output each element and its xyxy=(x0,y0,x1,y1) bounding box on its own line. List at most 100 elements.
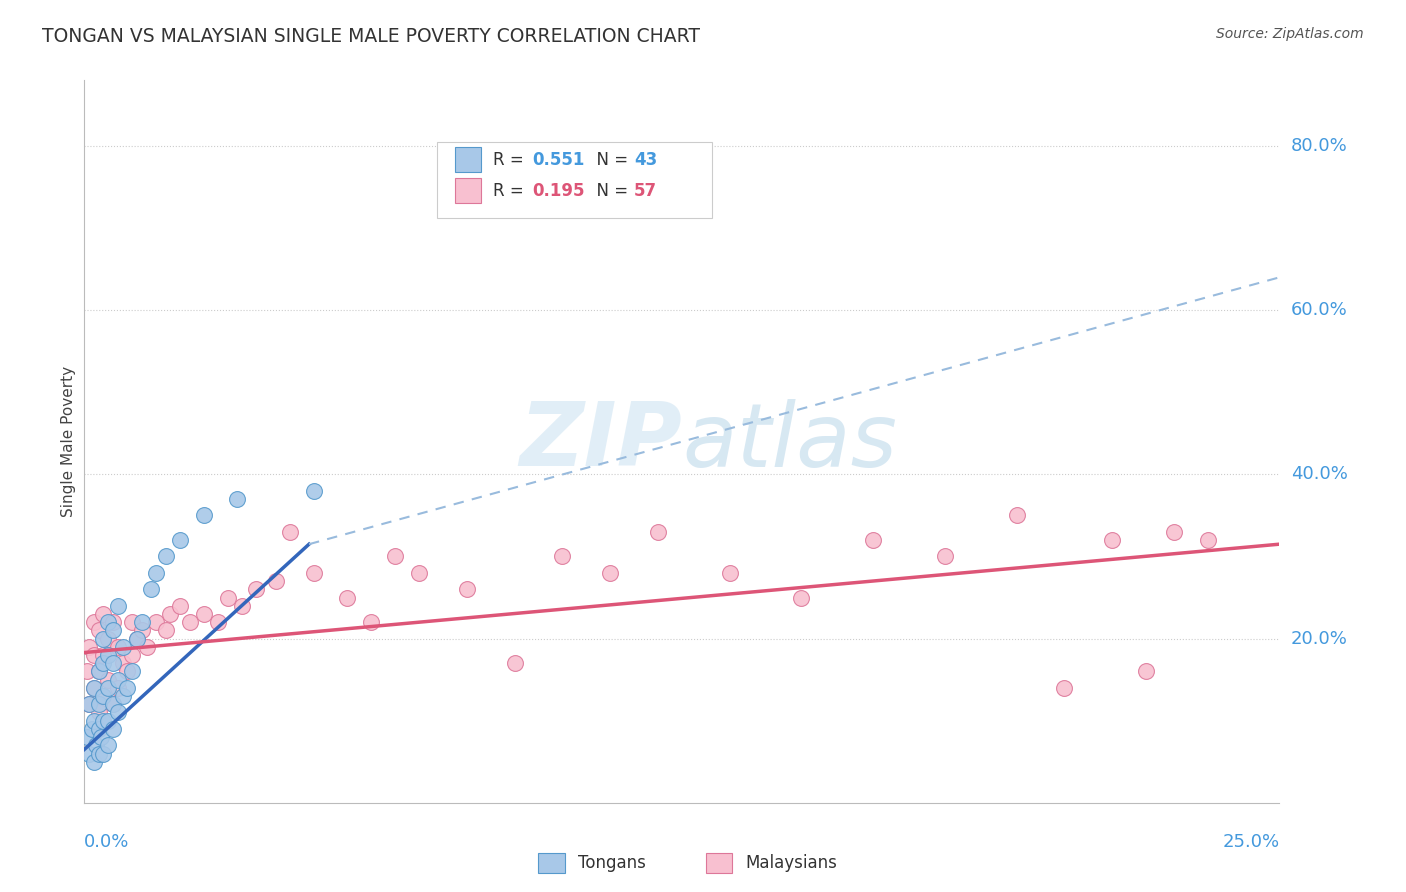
Point xyxy=(87,722,110,736)
Point xyxy=(101,624,124,638)
Point xyxy=(87,698,110,712)
Point xyxy=(217,591,239,605)
Point xyxy=(87,747,110,761)
Point xyxy=(145,566,167,580)
Text: N =: N = xyxy=(586,182,634,200)
Point xyxy=(101,615,124,630)
Point xyxy=(97,632,120,646)
Point xyxy=(97,714,120,728)
Point xyxy=(80,722,103,736)
Point xyxy=(647,524,669,539)
Point xyxy=(111,640,134,654)
Point xyxy=(207,615,229,630)
Text: R =: R = xyxy=(494,151,529,169)
Point xyxy=(360,615,382,630)
Text: atlas: atlas xyxy=(682,399,897,484)
Point xyxy=(93,657,115,671)
Point xyxy=(599,566,621,580)
Text: 0.0%: 0.0% xyxy=(84,833,129,851)
Point xyxy=(93,632,115,646)
Point xyxy=(86,739,108,753)
Point xyxy=(93,648,115,662)
Text: TONGAN VS MALAYSIAN SINGLE MALE POVERTY CORRELATION CHART: TONGAN VS MALAYSIAN SINGLE MALE POVERTY … xyxy=(42,27,700,45)
Point xyxy=(121,648,143,662)
Bar xyxy=(456,147,481,172)
Point xyxy=(934,549,956,564)
Point xyxy=(121,665,143,679)
Point xyxy=(169,599,191,613)
Point xyxy=(111,689,134,703)
Text: R =: R = xyxy=(494,182,529,200)
Point xyxy=(193,607,215,621)
Point xyxy=(101,722,124,736)
Point xyxy=(384,549,406,564)
Point xyxy=(302,483,325,498)
Point xyxy=(93,689,115,703)
Point xyxy=(1135,665,1157,679)
Point xyxy=(117,681,139,695)
Point xyxy=(97,739,120,753)
Point xyxy=(264,574,287,588)
Text: ZIP: ZIP xyxy=(519,398,682,485)
Text: 25.0%: 25.0% xyxy=(1222,833,1279,851)
Point xyxy=(87,624,110,638)
Text: N =: N = xyxy=(586,151,634,169)
Point xyxy=(87,665,110,679)
Point xyxy=(131,624,153,638)
Point xyxy=(408,566,430,580)
Point xyxy=(1163,524,1185,539)
Point xyxy=(125,632,148,646)
Point xyxy=(135,640,157,654)
Point xyxy=(77,698,100,712)
Point xyxy=(83,714,105,728)
Point xyxy=(179,615,201,630)
Text: Malaysians: Malaysians xyxy=(745,854,837,871)
Point xyxy=(101,698,124,712)
Point xyxy=(87,706,110,720)
Point xyxy=(1053,681,1076,695)
Point xyxy=(1197,533,1219,547)
Point xyxy=(107,673,129,687)
Text: 80.0%: 80.0% xyxy=(1291,137,1347,155)
Point xyxy=(1005,508,1028,523)
Point xyxy=(93,714,115,728)
Text: 43: 43 xyxy=(634,151,658,169)
FancyBboxPatch shape xyxy=(437,142,711,218)
Point xyxy=(101,698,124,712)
Text: Tongans: Tongans xyxy=(578,854,645,871)
Point xyxy=(101,657,124,671)
Point xyxy=(97,681,120,695)
Point xyxy=(131,615,153,630)
Point xyxy=(718,566,741,580)
Point xyxy=(87,665,110,679)
Point xyxy=(790,591,813,605)
Point xyxy=(121,615,143,630)
Point xyxy=(97,673,120,687)
Text: 0.195: 0.195 xyxy=(533,182,585,200)
Point xyxy=(141,582,163,597)
Point xyxy=(117,665,139,679)
Text: 20.0%: 20.0% xyxy=(1291,630,1347,648)
Point xyxy=(93,689,115,703)
Point xyxy=(145,615,167,630)
Point xyxy=(125,632,148,646)
Point xyxy=(155,624,177,638)
Text: 0.551: 0.551 xyxy=(533,151,585,169)
Bar xyxy=(706,853,733,873)
Point xyxy=(111,657,134,671)
Point xyxy=(83,681,105,695)
Point xyxy=(336,591,359,605)
Point xyxy=(1101,533,1123,547)
Bar xyxy=(456,178,481,203)
Point xyxy=(77,640,100,654)
Point xyxy=(83,648,105,662)
Point xyxy=(83,755,105,769)
Point xyxy=(83,615,105,630)
Point xyxy=(503,657,526,671)
Point xyxy=(76,730,98,744)
Point xyxy=(226,491,249,506)
Point xyxy=(97,615,120,630)
Text: Source: ZipAtlas.com: Source: ZipAtlas.com xyxy=(1216,27,1364,41)
Point xyxy=(107,640,129,654)
Point xyxy=(278,524,301,539)
